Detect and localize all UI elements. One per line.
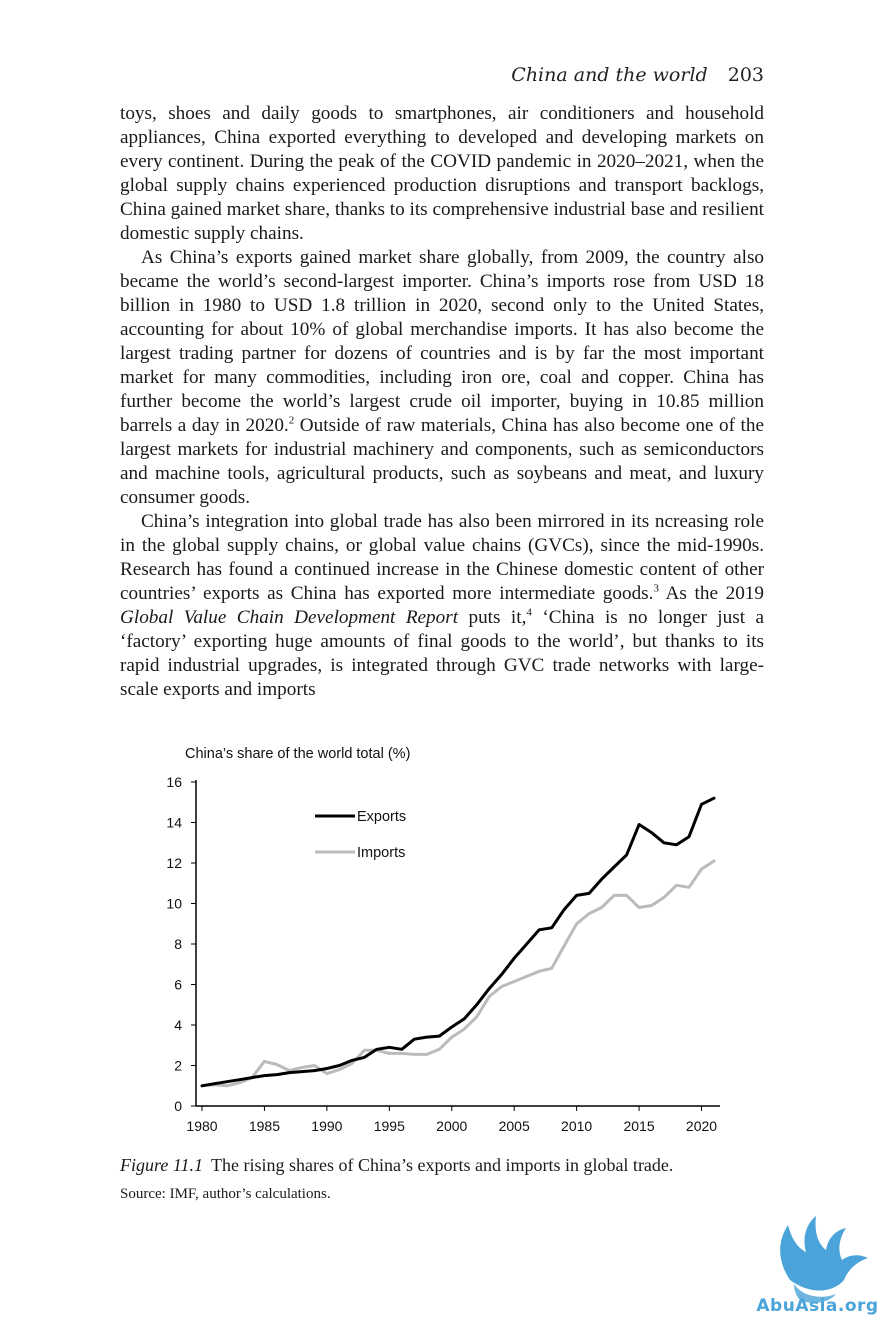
- paragraph-2: As China’s exports gained market share g…: [120, 246, 764, 510]
- series-line-imports: [200, 859, 716, 1088]
- x-tick-label-2000: 2000: [436, 1118, 467, 1134]
- figure-caption-text: The rising shares of China’s exports and…: [211, 1155, 674, 1175]
- y-tick-label-4: 4: [174, 1017, 182, 1033]
- figure-label: Figure 11.1: [120, 1155, 203, 1175]
- y-tick-label-16: 16: [166, 774, 182, 790]
- paragraph-3-text-b: As the 2019: [658, 583, 764, 604]
- phoenix-logo-icon: [780, 1216, 868, 1303]
- series-line-exports: [200, 796, 716, 1088]
- paragraph-3-text-a: China’s integration into global trade ha…: [120, 511, 764, 604]
- paragraph-3-text-d: ‘China is no longer just a ‘factory’ exp…: [120, 607, 764, 700]
- x-tick-label-1980: 1980: [186, 1118, 217, 1134]
- y-tick-label-2: 2: [174, 1058, 182, 1074]
- paragraph-2-text-b: Outside of raw materials, China has also…: [120, 415, 764, 508]
- x-tick-label-1990: 1990: [311, 1118, 342, 1134]
- footnote-ref-4[interactable]: 4: [526, 606, 532, 619]
- line-chart: China’s share of the world total (%) 0 2 4 6…: [166, 746, 720, 1134]
- x-tick-label-2005: 2005: [499, 1118, 530, 1134]
- page-number: 203: [727, 64, 764, 86]
- x-tick-label-1985: 1985: [249, 1118, 280, 1134]
- footnote-ref-2[interactable]: 2: [288, 414, 295, 427]
- y-tick-label-8: 8: [174, 936, 182, 952]
- paragraph-2-text-a: As China’s exports gained market share g…: [120, 247, 764, 436]
- x-tick-label-2015: 2015: [623, 1118, 654, 1134]
- figure-source: Source: IMF, author’s calculations.: [120, 1186, 331, 1202]
- figure-chart: China’s share of the world total (%) 0 2 4 6…: [150, 740, 730, 1140]
- legend-label-imports: Imports: [357, 845, 405, 861]
- paragraph-1: toys, shoes and daily goods to smartphon…: [120, 102, 764, 246]
- x-tick-label-1995: 1995: [374, 1118, 405, 1134]
- running-head: China and the world 203: [120, 64, 764, 86]
- report-title: Global Value Chain Development Report: [120, 607, 459, 628]
- y-tick-label-14: 14: [166, 815, 182, 831]
- x-tick-label-2010: 2010: [561, 1118, 592, 1134]
- y-tick-label-0: 0: [174, 1098, 182, 1114]
- body-text: toys, shoes and daily goods to smartphon…: [120, 102, 764, 702]
- footnote-ref-3[interactable]: 3: [653, 582, 659, 595]
- paragraph-1-text: toys, shoes and daily goods to smartphon…: [120, 103, 764, 244]
- x-tick-label-2020: 2020: [686, 1118, 717, 1134]
- y-tick-label-12: 12: [166, 855, 182, 871]
- chart-title: China’s share of the world total (%): [185, 746, 410, 762]
- legend-label-exports: Exports: [357, 809, 406, 825]
- watermark: AbuAsia.org: [750, 1210, 885, 1320]
- y-tick-label-10: 10: [166, 896, 182, 912]
- running-head-title: China and the world: [511, 64, 708, 86]
- watermark-text: AbuAsia.org: [756, 1296, 879, 1316]
- paragraph-3-text-c: puts it,: [458, 607, 527, 628]
- figure-caption: Figure 11.1 The rising shares of China’s …: [120, 1155, 764, 1176]
- y-tick-label-6: 6: [174, 977, 182, 993]
- paragraph-3: China’s integration into global trade ha…: [120, 510, 764, 702]
